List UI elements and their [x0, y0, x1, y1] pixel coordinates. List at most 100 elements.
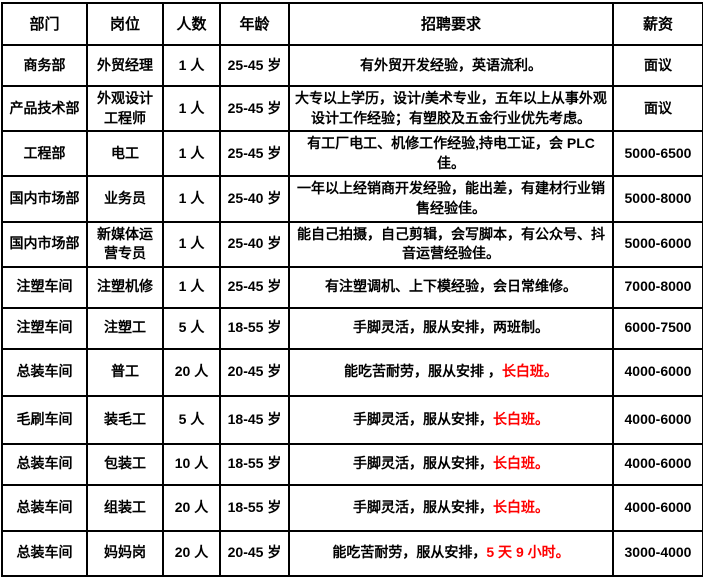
req-text: 有注塑调机、上下模经验，会日常维修。: [325, 278, 577, 295]
table-row: 毛刷车间 装毛工 5 人 18-45 岁 手脚灵活，服从安排，长白班。 4000…: [1, 394, 703, 445]
req-cell: 手脚灵活，服从安排，长白班。: [288, 442, 614, 486]
count-cell: 1 人: [162, 175, 221, 223]
req-text: 手脚灵活，服从安排，: [353, 498, 493, 515]
req-text: 有外贸开发经验，英语流利。: [360, 56, 542, 73]
header-count: 人数: [162, 2, 221, 46]
age-cell: 18-55 岁: [219, 306, 290, 350]
salary-cell: 面议: [612, 44, 703, 87]
req-highlight-text: 长白班。: [493, 455, 549, 472]
req-highlight-text: 5 天 9 小时。: [486, 544, 570, 561]
req-cell: 有外贸开发经验，英语流利。: [288, 44, 614, 87]
dept-cell: 国内市场部: [1, 220, 88, 268]
dept-cell: 国内市场部: [1, 175, 88, 223]
post-cell: 注塑工: [86, 306, 164, 350]
post-cell: 组装工: [86, 483, 164, 532]
count-cell: 1 人: [162, 265, 221, 309]
count-cell: 1 人: [162, 84, 221, 133]
header-req: 招聘要求: [288, 2, 614, 46]
dept-cell: 总装车间: [1, 442, 88, 486]
req-highlight-text: 长白班。: [493, 498, 549, 515]
req-cell: 有工厂电工、机修工作经验,持电工证，会 PLC 佳。: [288, 130, 614, 178]
count-cell: 10 人: [162, 442, 221, 486]
dept-cell: 总装车间: [1, 483, 88, 532]
post-cell: 注塑机修: [86, 265, 164, 309]
req-cell: 能自己拍摄，自己剪辑，会写脚本，有公众号、抖音运营经验佳。: [288, 220, 614, 268]
table-row: 国内市场部 新媒体运营专员 1 人 25-40 岁 能自己拍摄，自己剪辑，会写脚…: [1, 220, 703, 268]
dept-cell: 产品技术部: [1, 84, 88, 133]
req-cell: 大专以上学历，设计/美术专业，五年以上从事外观设计工作经验；有塑胶及五金行业优先…: [288, 84, 614, 133]
req-text: 手脚灵活，服从安排，两班制。: [353, 319, 549, 336]
dept-cell: 工程部: [1, 130, 88, 178]
req-cell: 有注塑调机、上下模经验，会日常维修。: [288, 265, 614, 309]
count-cell: 20 人: [162, 529, 221, 577]
salary-cell: 3000-4000: [612, 529, 703, 577]
req-text: 能吃苦耐劳，服从安排，: [332, 544, 487, 561]
table-row: 国内市场部 业务员 1 人 25-40 岁 一年以上经销商开发经验，能出差，有建…: [1, 175, 703, 223]
salary-cell: 4000-6000: [612, 483, 703, 532]
salary-cell: 5000-6000: [612, 220, 703, 268]
table-row: 总装车间 组装工 20 人 18-55 岁 手脚灵活，服从安排，长白班。 400…: [1, 483, 703, 532]
header-dept: 部门: [1, 2, 88, 46]
post-cell: 业务员: [86, 175, 164, 223]
dept-cell: 毛刷车间: [1, 394, 88, 445]
dept-cell: 注塑车间: [1, 265, 88, 309]
salary-cell: 6000-7500: [612, 306, 703, 350]
age-cell: 25-45 岁: [219, 84, 290, 133]
req-cell: 手脚灵活，服从安排，长白班。: [288, 483, 614, 532]
salary-cell: 4000-6000: [612, 442, 703, 486]
count-cell: 1 人: [162, 44, 221, 87]
count-cell: 20 人: [162, 347, 221, 397]
count-cell: 20 人: [162, 483, 221, 532]
header-post: 岗位: [86, 2, 164, 46]
post-cell: 妈妈岗: [86, 529, 164, 577]
salary-cell: 4000-6000: [612, 394, 703, 445]
age-cell: 25-45 岁: [219, 265, 290, 309]
req-cell: 能吃苦耐劳，服从安排，5 天 9 小时。: [288, 529, 614, 577]
age-cell: 20-45 岁: [219, 347, 290, 397]
post-cell: 外观设计工程师: [86, 84, 164, 133]
post-cell: 包装工: [86, 442, 164, 486]
table-row: 商务部 外贸经理 1 人 25-45 岁 有外贸开发经验，英语流利。 面议: [1, 44, 703, 87]
table-row: 产品技术部 外观设计工程师 1 人 25-45 岁 大专以上学历，设计/美术专业…: [1, 84, 703, 133]
req-highlight-text: 长白班。: [501, 363, 558, 380]
req-text: 手脚灵活，服从安排，: [353, 410, 493, 427]
table-row: 注塑车间 注塑机修 1 人 25-45 岁 有注塑调机、上下模经验，会日常维修。…: [1, 265, 703, 309]
req-cell: 手脚灵活，服从安排，长白班。: [288, 394, 614, 445]
req-cell: 一年以上经销商开发经验，能出差，有建材行业销售经验佳。: [288, 175, 614, 223]
dept-cell: 总装车间: [1, 347, 88, 397]
salary-cell: 面议: [612, 84, 703, 133]
age-cell: 25-40 岁: [219, 220, 290, 268]
dept-cell: 商务部: [1, 44, 88, 87]
age-cell: 18-55 岁: [219, 483, 290, 532]
dept-cell: 注塑车间: [1, 306, 88, 350]
req-text: 手脚灵活，服从安排，: [353, 455, 493, 472]
count-cell: 5 人: [162, 306, 221, 350]
table-row: 总装车间 普工 20 人 20-45 岁 能吃苦耐劳，服从安排 ，长白班。 40…: [1, 347, 703, 397]
post-cell: 电工: [86, 130, 164, 178]
post-cell: 装毛工: [86, 394, 164, 445]
post-cell: 普工: [86, 347, 164, 397]
salary-cell: 5000-8000: [612, 175, 703, 223]
req-text: 大专以上学历，设计/美术专业，五年以上从事外观设计工作经验；有塑胶及五金行业优先…: [295, 90, 607, 126]
table-row: 总装车间 包装工 10 人 18-55 岁 手脚灵活，服从安排，长白班。 400…: [1, 442, 703, 486]
age-cell: 18-45 岁: [219, 394, 290, 445]
age-cell: 25-45 岁: [219, 130, 290, 178]
count-cell: 1 人: [162, 220, 221, 268]
req-cell: 能吃苦耐劳，服从安排 ，长白班。: [288, 347, 614, 397]
dept-cell: 总装车间: [1, 529, 88, 577]
age-cell: 25-40 岁: [219, 175, 290, 223]
req-text: 能自己拍摄，自己剪辑，会写脚本，有公众号、抖音运营经验佳。: [297, 225, 605, 262]
age-cell: 20-45 岁: [219, 529, 290, 577]
salary-cell: 4000-6000: [612, 347, 703, 397]
req-text: 能吃苦耐劳，服从安排 ，: [344, 363, 502, 380]
post-cell: 新媒体运营专员: [86, 220, 164, 268]
req-cell: 手脚灵活，服从安排，两班制。: [288, 306, 614, 350]
table-row: 总装车间 妈妈岗 20 人 20-45 岁 能吃苦耐劳，服从安排，5 天 9 小…: [1, 529, 703, 577]
req-highlight-text: 长白班。: [493, 410, 549, 427]
table-row: 工程部 电工 1 人 25-45 岁 有工厂电工、机修工作经验,持电工证，会 P…: [1, 130, 703, 178]
count-cell: 5 人: [162, 394, 221, 445]
salary-cell: 5000-6500: [612, 130, 703, 178]
req-text: 有工厂电工、机修工作经验,持电工证，会 PLC 佳。: [307, 135, 595, 171]
